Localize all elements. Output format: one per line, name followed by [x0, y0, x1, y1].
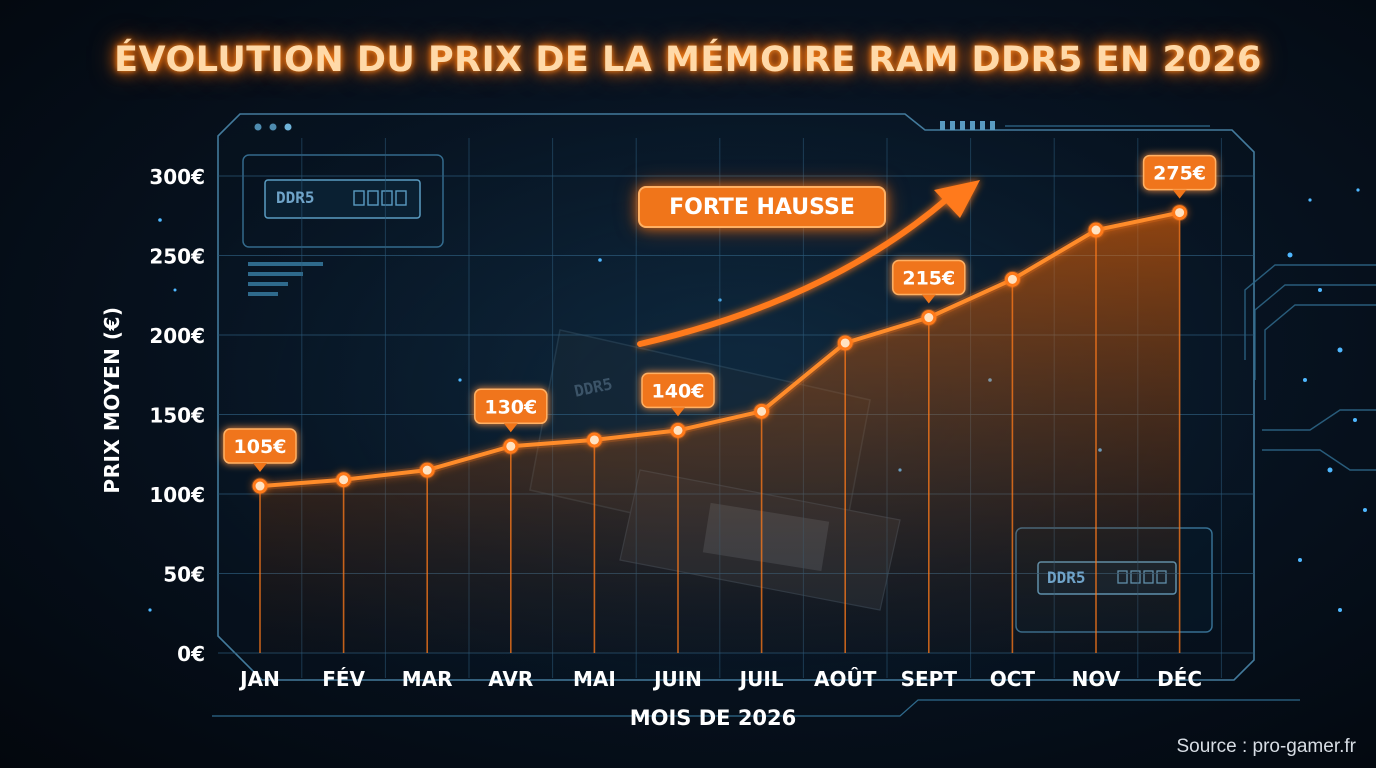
x-tick-label-8: SEPT	[901, 667, 958, 691]
data-label-text-11: 275€	[1153, 163, 1206, 185]
x-tick-label-2: MAR	[402, 667, 453, 691]
data-label-3: 130€	[474, 388, 548, 433]
data-label-pointer-11	[1172, 189, 1187, 199]
chart-title: ÉVOLUTION DU PRIX DE LA MÉMOIRE RAM DDR5…	[114, 40, 1262, 80]
x-tick-label-1: FÉV	[322, 667, 365, 691]
y-tick-label-4: 200€	[149, 324, 205, 348]
annotation-forte-hausse: FORTE HAUSSE	[638, 186, 886, 228]
series-line	[259, 208, 1181, 491]
data-label-0: 105€	[223, 428, 297, 473]
data-point-8	[921, 310, 937, 326]
data-label-pointer-3	[503, 423, 518, 433]
x-tick-label-0: JAN	[238, 667, 280, 691]
data-point-0	[252, 478, 268, 494]
trend-arrow	[637, 180, 980, 347]
ram-module-decor-1	[242, 154, 444, 296]
x-axis-label: MOIS DE 2026	[629, 706, 797, 730]
y-axis-label: PRIX MOYEN (€)	[100, 306, 124, 494]
data-label-text-8: 215€	[902, 268, 955, 290]
area-shape	[260, 212, 1180, 653]
data-label-8: 215€	[892, 259, 966, 304]
y-tick-label-0: 0€	[177, 642, 205, 666]
y-tick-label-6: 300€	[149, 165, 205, 189]
data-labels: 105€ 130€ 140€ 215€ 275€	[223, 154, 1217, 473]
data-point-11	[1172, 205, 1188, 221]
x-tick-label-9: OCT	[990, 667, 1036, 691]
data-point-2	[419, 462, 435, 478]
x-tick-label-10: NOV	[1072, 667, 1121, 691]
series-line-path	[259, 210, 1181, 489]
x-axis-ticks: JAN FÉV MAR AVR MAI JUIN JUIL AOÛT SEPT OCT NOV DÉC	[238, 667, 1202, 691]
data-point-4	[586, 432, 602, 448]
data-points	[251, 204, 1189, 495]
source-credit: Source : pro-gamer.fr	[1176, 736, 1356, 757]
x-tick-label-7: AOÛT	[814, 667, 877, 691]
data-point-1	[336, 472, 352, 488]
y-tick-label-2: 100€	[149, 483, 205, 507]
data-label-pointer-0	[253, 463, 267, 473]
x-tick-label-11: DÉC	[1157, 667, 1202, 691]
y-tick-label-3: 150€	[149, 404, 205, 428]
x-tick-label-3: AVR	[488, 667, 533, 691]
x-tick-label-5: JUIN	[652, 667, 702, 691]
data-label-pointer-8	[921, 294, 936, 304]
y-tick-label-5: 250€	[149, 245, 205, 269]
data-label-5: 140€	[641, 372, 715, 417]
ddr5-chip-label-1: DDR5	[276, 188, 315, 207]
x-tick-label-4: MAI	[573, 667, 616, 691]
data-point-7	[837, 335, 853, 351]
drop-lines	[259, 212, 1181, 653]
circuit-traces	[1244, 264, 1376, 471]
data-label-text-3: 130€	[484, 396, 537, 418]
data-point-6	[754, 403, 770, 419]
data-point-10	[1088, 222, 1104, 238]
data-label-text-5: 140€	[652, 380, 705, 402]
data-label-pointer-5	[671, 407, 685, 417]
data-point-5	[670, 422, 686, 438]
y-tick-label-1: 50€	[163, 563, 205, 587]
y-axis-ticks: 0€ 50€ 100€ 150€ 200€ 250€ 300€	[149, 165, 205, 666]
data-point-9	[1004, 271, 1020, 287]
x-tick-label-6: JUIL	[738, 667, 784, 691]
data-label-text-0: 105€	[234, 436, 287, 458]
ddr5-chip-label-2: DDR5	[1047, 568, 1086, 587]
data-point-3	[503, 438, 519, 454]
data-label-11: 275€	[1142, 154, 1217, 199]
area-fill	[260, 212, 1180, 653]
